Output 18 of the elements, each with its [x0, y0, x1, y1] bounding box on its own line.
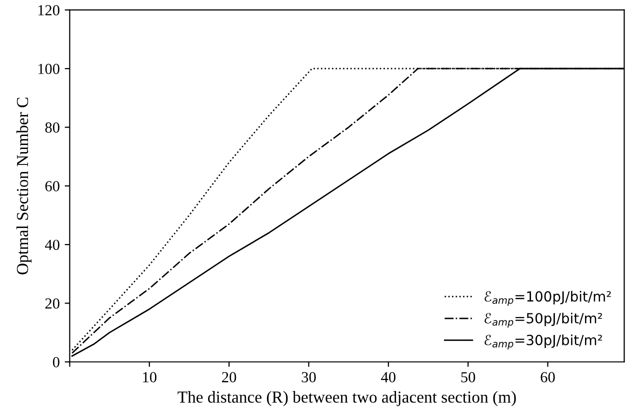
x-tick-label: 20: [222, 372, 236, 382]
legend-label: ℰ$_{amp}$=100pJ/bit/m²: [484, 290, 611, 306]
y-tick-label: 20: [45, 298, 60, 309]
x-tick-label: 60: [540, 372, 555, 382]
x-tick-label: 10: [143, 372, 156, 382]
y-tick-label: 120: [38, 5, 60, 16]
x-tick-label: 40: [381, 372, 396, 382]
y-tick-label: 80: [45, 122, 60, 133]
x-tick-label: 30: [302, 372, 316, 382]
y-tick-label: 60: [45, 181, 60, 192]
y-tick-label: 0: [52, 357, 60, 368]
legend-label: ℰ$_{amp}$=50pJ/bit/m²: [484, 312, 602, 328]
y-tick-label: 40: [45, 240, 60, 250]
y-tick-label: 100: [38, 64, 60, 74]
x-axis-title: The distance (R) between two adjacent section (m): [178, 391, 516, 406]
x-tick-label: 50: [461, 372, 476, 382]
y-axis-title: Optmal Section Number C: [16, 98, 32, 274]
legend-label: ℰ$_{amp}$=30pJ/bit/m²: [484, 334, 602, 350]
